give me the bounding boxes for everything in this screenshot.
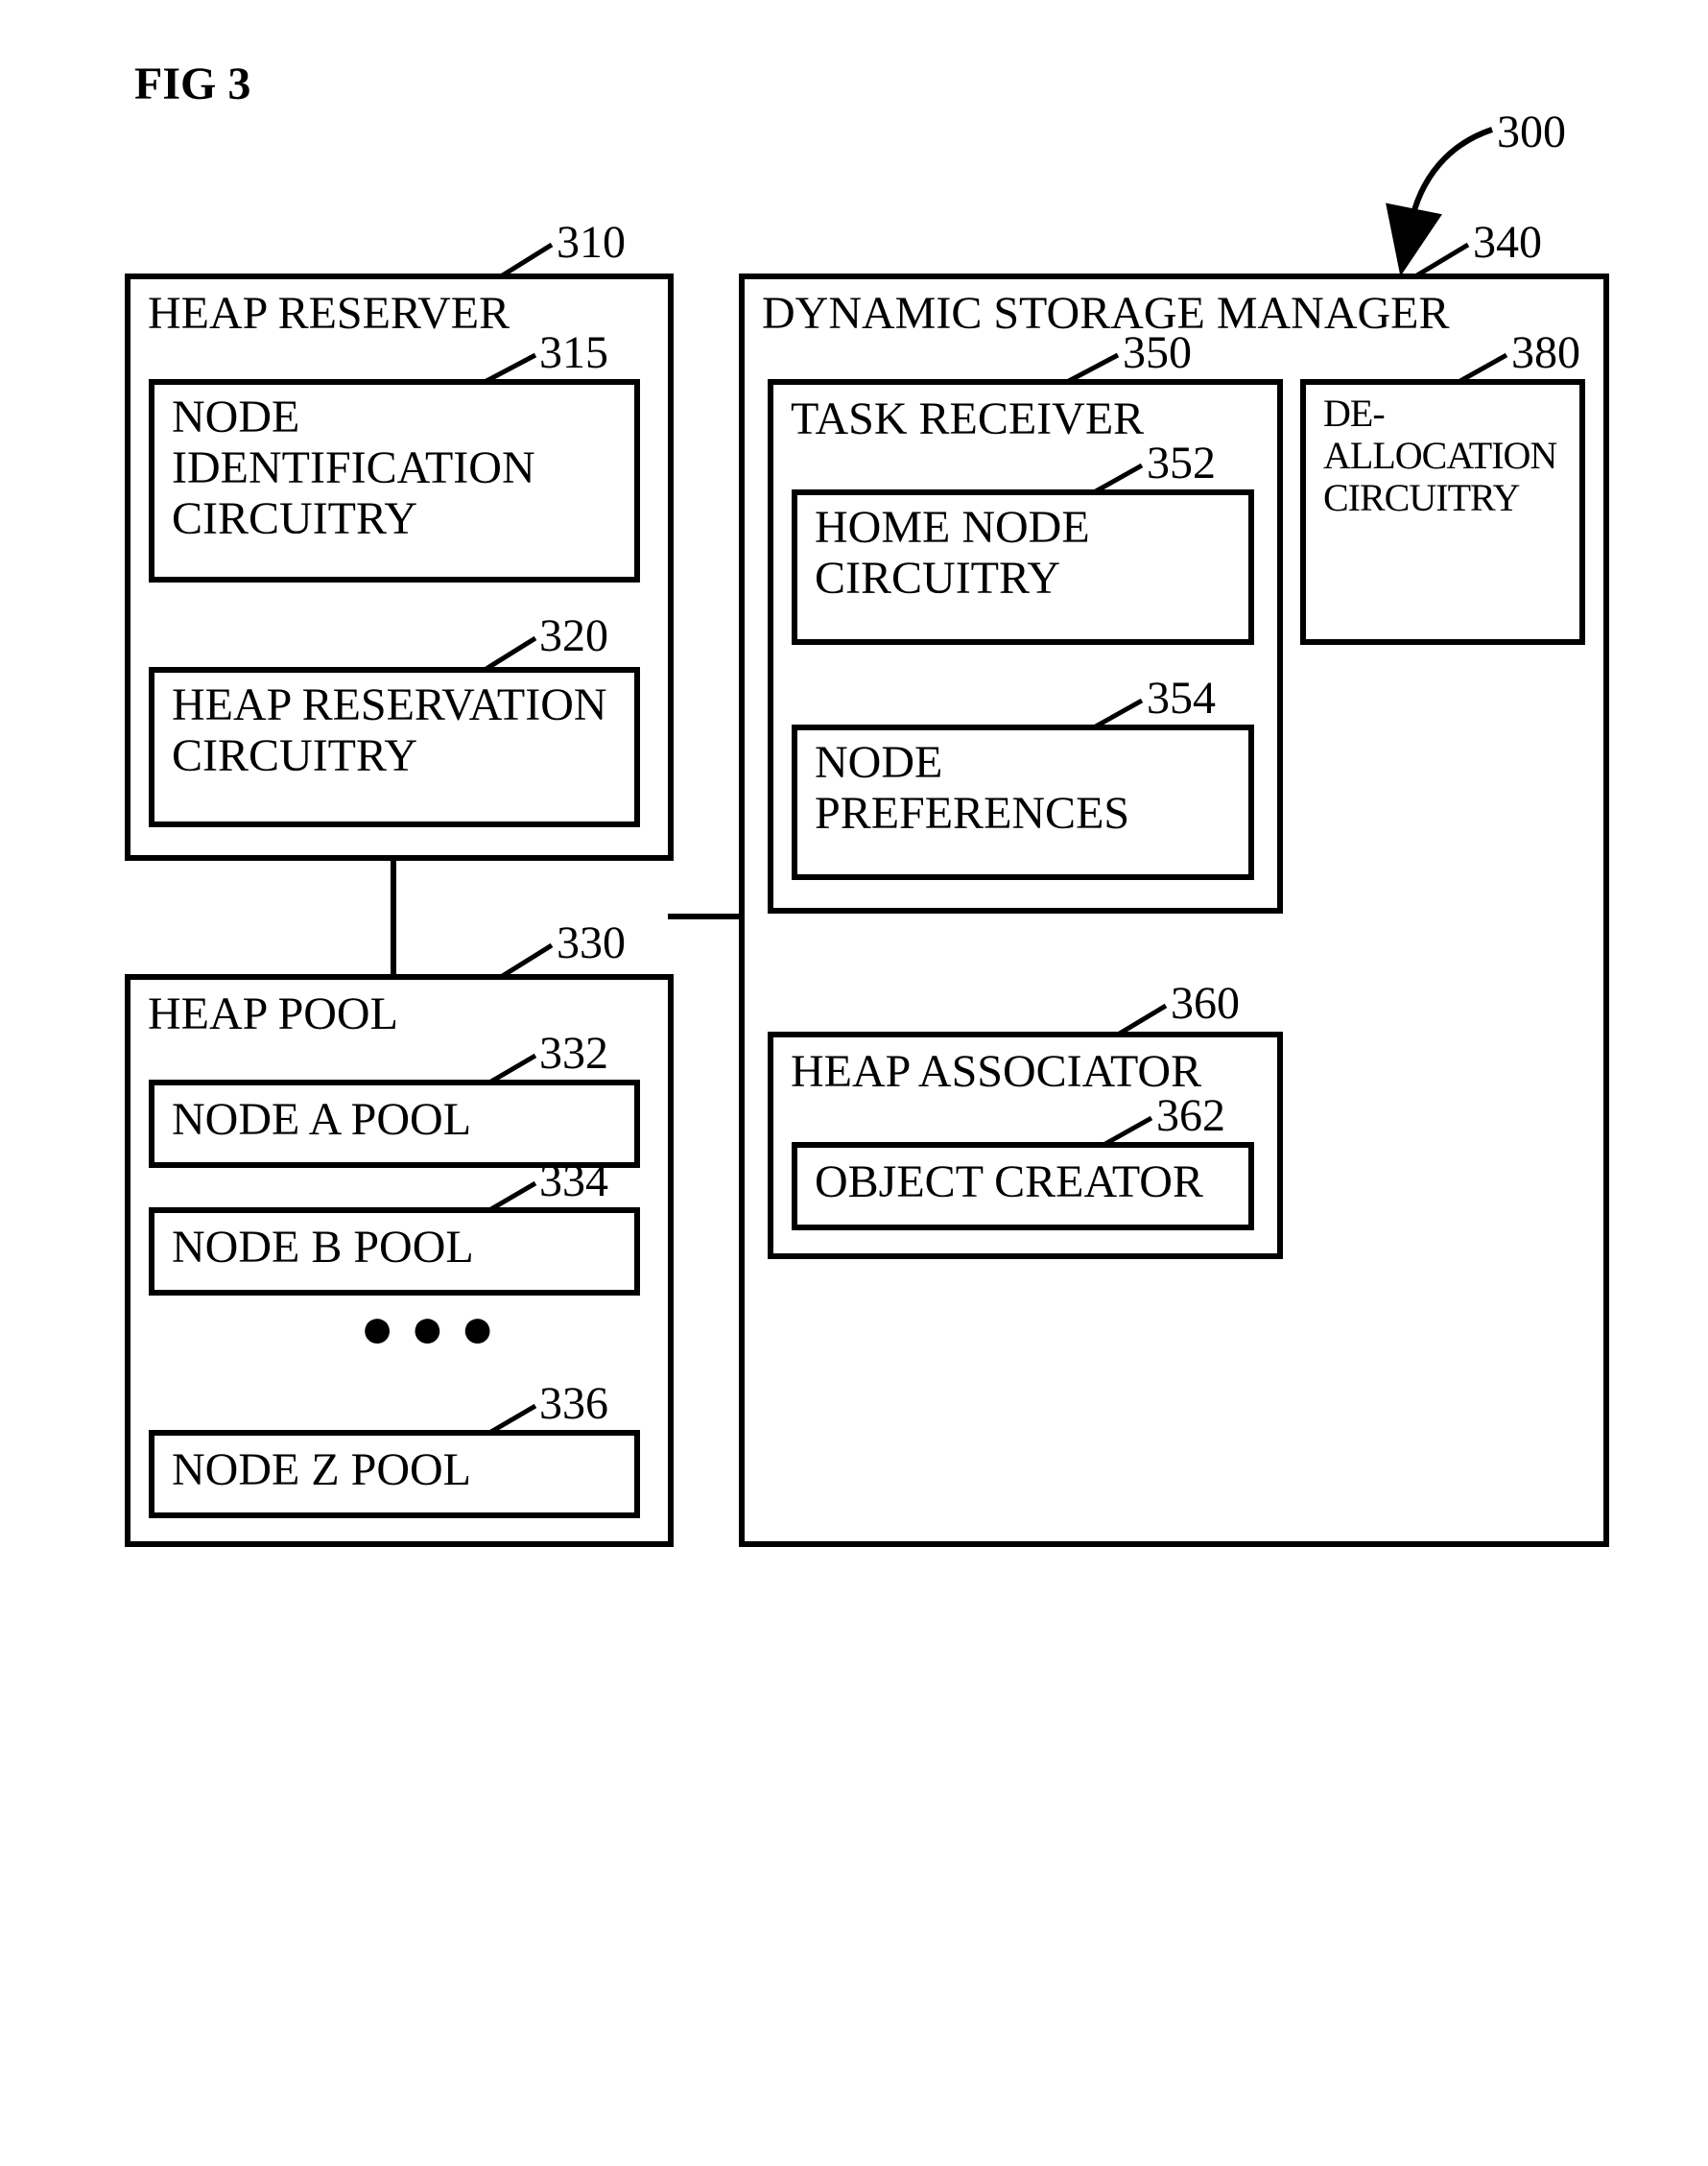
node-preferences-box: NODE PREFERENCES [792,725,1254,880]
heap-reservation-title: HEAP RESERVATION CIRCUITRY [154,673,634,790]
node-b-pool-title: NODE B POOL [154,1213,634,1277]
text-line: IDENTIFICATION [172,442,535,493]
node-identification-ref: 315 [539,326,608,379]
ellipsis-icon: ●●● [360,1296,510,1362]
node-preferences-ref: 354 [1147,672,1216,725]
heap-reservation-box: HEAP RESERVATION CIRCUITRY [149,667,640,827]
diagram-page: FIG 3 300 HEAP RESERVER 310 NODE IDENTIF… [0,0,1708,2166]
de-allocation-ref: 380 [1511,326,1580,379]
text-line: CIRCUITRY [172,730,417,781]
figure-title: FIG 3 [134,58,250,110]
de-allocation-title: DE-ALLOCATION CIRCUITRY [1306,385,1579,527]
text-line: HOME NODE [815,502,1090,553]
node-preferences-title: NODE PREFERENCES [797,730,1248,847]
home-node-box: HOME NODE CIRCUITRY [792,489,1254,645]
text-line: CIRCUITRY [172,493,417,544]
heap-reserver-ref: 310 [557,216,626,269]
node-b-pool-box: NODE B POOL [149,1207,640,1296]
heap-pool-ref: 330 [557,916,626,969]
heap-reservation-ref: 320 [539,609,608,662]
task-receiver-ref: 350 [1123,326,1192,379]
text-line: NODE [815,737,942,788]
object-creator-ref: 362 [1156,1089,1225,1142]
dynamic-storage-manager-ref: 340 [1473,216,1542,269]
node-z-pool-title: NODE Z POOL [154,1436,634,1500]
object-creator-box: OBJECT CREATOR [792,1142,1254,1230]
node-a-pool-title: NODE A POOL [154,1085,634,1150]
heap-associator-ref: 360 [1171,977,1240,1030]
object-creator-title: OBJECT CREATOR [797,1148,1248,1212]
root-ref-label: 300 [1497,106,1566,158]
node-z-pool-ref: 336 [539,1377,608,1430]
node-b-pool-ref: 334 [539,1154,608,1207]
node-z-pool-box: NODE Z POOL [149,1430,640,1518]
node-identification-title: NODE IDENTIFICATION CIRCUITRY [154,385,634,552]
text-line: HEAP RESERVATION [172,679,607,730]
node-a-pool-ref: 332 [539,1027,608,1080]
home-node-title: HOME NODE CIRCUITRY [797,495,1248,612]
text-line: PREFERENCES [815,788,1129,839]
text-line: NODE [172,392,299,442]
text-line: DE-ALLOCATION [1323,392,1556,477]
text-line: CIRCUITRY [1323,476,1519,519]
de-allocation-box: DE-ALLOCATION CIRCUITRY [1300,379,1585,645]
text-line: CIRCUITRY [815,553,1060,604]
node-identification-box: NODE IDENTIFICATION CIRCUITRY [149,379,640,583]
home-node-ref: 352 [1147,437,1216,489]
